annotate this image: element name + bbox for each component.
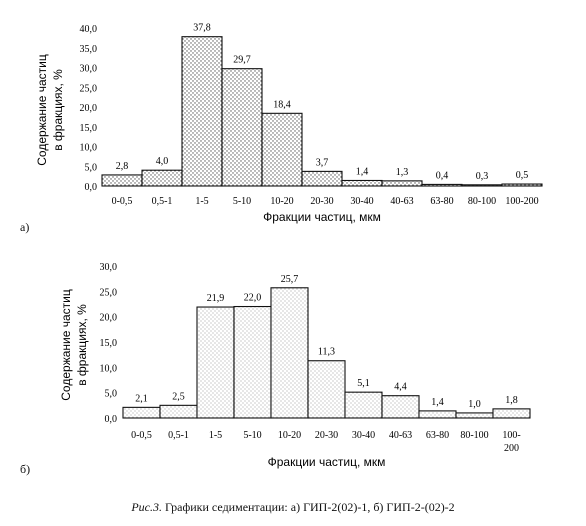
bar [221,68,263,187]
x-tick-label: 5-10 [233,196,251,207]
x-tick-label: 10-20 [278,430,301,441]
bar [270,287,309,419]
data-label: 5,1 [357,378,370,389]
y-tick-label: 15,0 [80,123,98,134]
data-label: 3,7 [316,157,329,168]
x-tick-label: 30-40 [352,430,375,441]
x-tick-label: 100- [502,430,520,441]
bar [455,412,494,419]
bar [341,179,383,187]
y-tick-label: 5,0 [85,162,98,173]
x-tick-label: 20-30 [310,196,333,207]
data-label: 1,8 [505,395,518,406]
y-tick-label: 40,0 [80,24,98,35]
y-axis-title-line: в фракциях, % [51,69,65,151]
y-tick-label: 30,0 [80,64,98,75]
data-label: 37,8 [193,23,211,34]
bar [101,174,143,187]
bar [418,410,457,419]
data-label: 22,0 [244,293,262,304]
bar [381,180,423,187]
data-label: 4,0 [156,156,169,167]
x-tick-label: 1-5 [209,430,222,441]
data-label: 0,4 [436,170,449,181]
y-tick-label: 10,0 [80,143,98,154]
x-tick-label: 63-80 [430,196,453,207]
y-tick-label: 0,0 [105,414,118,425]
bar [141,169,183,187]
x-axis-title: Фракции частиц, мкм [268,455,386,469]
x-tick-label: 5-10 [243,430,261,441]
x-tick-label: 10-20 [270,196,293,207]
y-tick-label: 35,0 [80,44,98,55]
data-label: 0,5 [516,170,529,181]
y-tick-label: 25,0 [80,83,98,94]
data-label: 25,7 [281,274,299,285]
y-tick-label: 20,0 [80,103,98,114]
y-tick-label: 20,0 [100,313,118,324]
bar [344,391,383,419]
x-tick-label: 0,5-1 [168,430,189,441]
data-label: 11,3 [318,347,335,358]
x-axis-title: Фракции частиц, мкм [263,210,381,224]
data-label: 21,9 [207,293,225,304]
bar [381,395,420,419]
caption-text: Графики седиментации: а) ГИП-2(02)-1, б)… [161,500,455,514]
data-label: 4,4 [394,382,407,393]
data-label: 0,3 [476,171,489,182]
data-label: 18,4 [273,99,291,110]
data-label: 1,4 [356,166,369,177]
data-label: 1,4 [431,397,444,408]
y-tick-label: 5,0 [105,389,118,400]
x-tick-label: 100-200 [505,196,538,207]
x-tick-label: 0-0,5 [131,430,152,441]
data-label: 2,8 [116,161,129,172]
y-axis-title-line: Содержание частиц [35,54,49,166]
data-label: 29,7 [233,55,251,66]
bar [301,170,343,187]
x-tick-label: 0,5-1 [152,196,173,207]
x-tick-label: 20-30 [315,430,338,441]
chart-a: 0,0 5,0 10,0 15,0 20,0 25,0 30,0 35,0 40,0 2,8 4,0… [35,23,543,224]
panel-label-b: б) [20,462,31,476]
x-tick-label: 63-80 [426,430,449,441]
figure-caption: Рис.3. Графики седиментации: а) ГИП-2(02… [0,500,586,515]
bar [261,112,303,187]
y-axis-title-line: Содержание частиц [59,289,73,401]
x-tick-label: 40-63 [389,430,412,441]
y-tick-label: 15,0 [100,338,118,349]
bar [181,36,223,187]
y-tick-label: 25,0 [100,287,118,298]
y-tick-label: 30,0 [100,262,118,273]
bar [233,305,272,419]
caption-lead: Рис.3. [131,500,162,514]
chart-b: 0,0 5,0 10,0 15,0 20,0 25,0 30,0 2,1 2,5 21,9 22,0… [59,262,531,469]
data-label: 1,3 [396,167,409,178]
x-tick-label: 40-63 [390,196,413,207]
panel-label-a: а) [20,220,30,234]
x-tick-label: 0-0,5 [112,196,133,207]
x-tick-label: 30-40 [350,196,373,207]
bar [196,306,235,419]
x-tick-label: 1-5 [195,196,208,207]
y-tick-label: 10,0 [100,363,118,374]
bar [492,408,531,419]
x-tick-label: 200 [504,443,519,454]
y-tick-label: 0,0 [85,182,98,193]
data-label: 1,0 [468,399,481,410]
bar [122,406,161,419]
x-tick-label: 80-100 [460,430,488,441]
data-label: 2,5 [172,391,185,402]
bar [307,360,346,419]
data-label: 2,1 [135,393,148,404]
bar [159,404,198,419]
x-tick-label: 80-100 [468,196,496,207]
y-axis-title-line: в фракциях, % [75,304,89,386]
